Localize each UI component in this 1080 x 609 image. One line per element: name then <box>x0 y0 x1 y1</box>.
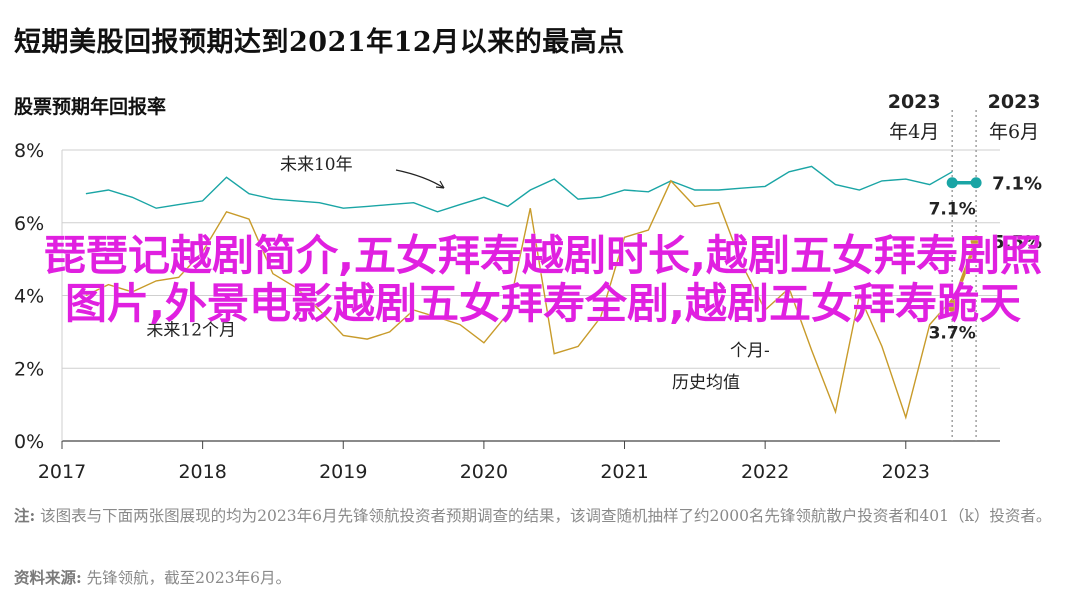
source-label: 资料来源: <box>14 568 82 587</box>
source-text: 先锋领航，截至2023年6月。 <box>86 569 291 587</box>
x-tick-label: 2021 <box>600 461 648 483</box>
annotation-arrowhead <box>435 180 445 189</box>
chart-source: 资料来源: 先锋领航，截至2023年6月。 <box>14 566 291 588</box>
legend-extra-line2: 历史均值 <box>672 373 740 393</box>
x-tick-label: 2017 <box>38 461 86 483</box>
overlay-watermark-text: 琵琶记越剧简介,五女拜寿越剧时长,越剧五女拜寿剧照图片,外景电影越剧五女拜寿全剧… <box>44 231 1042 328</box>
highlight-point <box>970 235 982 247</box>
y-tick-label: 4% <box>14 286 44 308</box>
x-tick-label: 2019 <box>319 461 367 483</box>
x-tick-label: 2023 <box>882 461 930 483</box>
note-text: 该图表与下面两张图展现的均为2023年6月先锋领航投资者预期调查的结果，该调查随… <box>40 507 1052 525</box>
chart-title: 短期美股回报预期达到2021年12月以来的最高点 <box>14 27 625 58</box>
y-tick-label: 2% <box>14 358 44 380</box>
chart-note: 注: 该图表与下面两张图展现的均为2023年6月先锋领航投资者预期调查的结果，该… <box>14 502 1069 530</box>
series-line <box>85 179 953 420</box>
chart-subtitle: 股票预期年回报率 <box>14 96 167 118</box>
chart-area: 0% 2% 4% 6% 8% 2017 2018 2019 2020 2021 2022 2023 20… <box>14 91 1042 483</box>
data-annotation: 7.1% <box>992 174 1042 195</box>
data-annotation: 3.7% <box>929 323 976 343</box>
legend-extra-line1: 个月- <box>730 341 770 361</box>
highlight-point <box>970 177 982 189</box>
series-line <box>85 165 953 213</box>
data-annotation: 未来12个月 <box>146 321 236 341</box>
data-annotation: 5.5% <box>992 232 1042 253</box>
note-label: 注: <box>14 506 36 525</box>
y-tick-label: 6% <box>14 213 44 235</box>
annotation-arrow <box>395 169 445 189</box>
x-tick-label: 2020 <box>460 461 508 483</box>
highlight-segment <box>950 240 978 308</box>
vertical-marker-label-month: 年4月 <box>889 121 939 143</box>
y-tick-label: 0% <box>14 431 44 453</box>
vertical-marker-label-year: 2023 <box>888 91 941 113</box>
x-tick-label: 2022 <box>741 461 789 483</box>
data-annotation: 7.1% <box>929 200 976 220</box>
data-annotation: 未来10年 <box>280 155 353 175</box>
y-tick-label: 8% <box>14 140 44 162</box>
line-chart: 0% 2% 4% 6% 8% 2017 2018 2019 2020 2021 2022 2023 20… <box>14 91 1042 483</box>
x-tick-label: 2018 <box>178 461 226 483</box>
vertical-marker-label-month: 年6月 <box>989 121 1039 143</box>
vertical-marker-label-year: 2023 <box>988 91 1041 113</box>
highlight-point <box>946 177 958 189</box>
highlight-point <box>946 300 958 312</box>
